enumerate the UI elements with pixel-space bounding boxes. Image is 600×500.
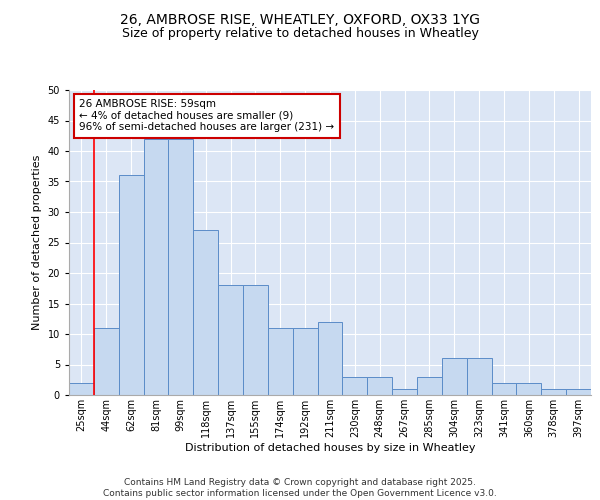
Bar <box>367 376 392 395</box>
Bar <box>94 328 119 395</box>
Text: Size of property relative to detached houses in Wheatley: Size of property relative to detached ho… <box>122 28 478 40</box>
Bar <box>541 389 566 395</box>
Bar <box>69 383 94 395</box>
Bar <box>491 383 517 395</box>
X-axis label: Distribution of detached houses by size in Wheatley: Distribution of detached houses by size … <box>185 442 475 452</box>
Bar <box>317 322 343 395</box>
Bar <box>143 139 169 395</box>
Bar <box>243 285 268 395</box>
Text: Contains HM Land Registry data © Crown copyright and database right 2025.
Contai: Contains HM Land Registry data © Crown c… <box>103 478 497 498</box>
Bar <box>566 389 591 395</box>
Text: 26 AMBROSE RISE: 59sqm
← 4% of detached houses are smaller (9)
96% of semi-detac: 26 AMBROSE RISE: 59sqm ← 4% of detached … <box>79 99 335 132</box>
Bar <box>169 139 193 395</box>
Bar <box>293 328 317 395</box>
Bar <box>417 376 442 395</box>
Y-axis label: Number of detached properties: Number of detached properties <box>32 155 42 330</box>
Bar <box>392 389 417 395</box>
Bar <box>218 285 243 395</box>
Bar <box>268 328 293 395</box>
Bar <box>517 383 541 395</box>
Bar <box>119 176 143 395</box>
Bar <box>343 376 367 395</box>
Bar <box>467 358 491 395</box>
Bar <box>193 230 218 395</box>
Bar <box>442 358 467 395</box>
Text: 26, AMBROSE RISE, WHEATLEY, OXFORD, OX33 1YG: 26, AMBROSE RISE, WHEATLEY, OXFORD, OX33… <box>120 12 480 26</box>
